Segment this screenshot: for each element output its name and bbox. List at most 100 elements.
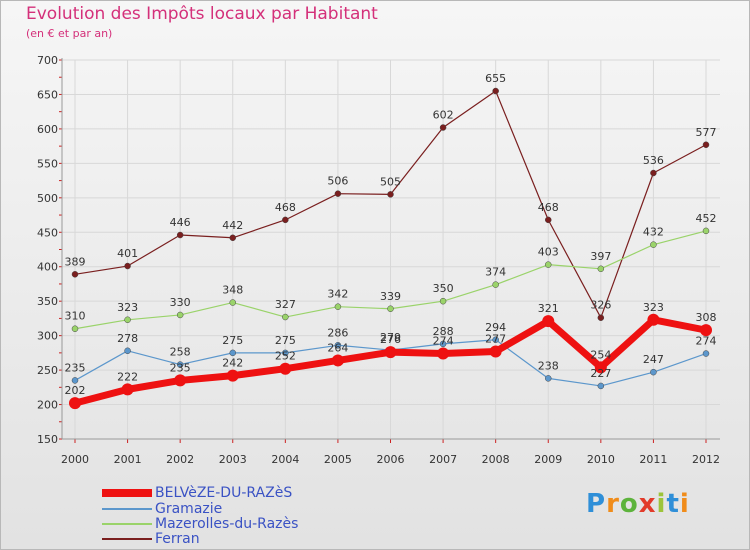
legend-swatch: [102, 489, 152, 497]
data-label: 655: [485, 72, 506, 85]
legend-label: Gramazie: [155, 501, 223, 517]
data-label: 577: [696, 126, 717, 139]
data-label: 258: [170, 346, 191, 359]
data-point: [176, 311, 184, 319]
data-label: 389: [65, 255, 86, 268]
y-tick-label: 500: [37, 192, 58, 205]
data-label: 326: [590, 299, 611, 312]
data-labels: 389 401 446 442 468 506 505 602 655 468 326 536 577 3…: [65, 72, 717, 397]
data-point: [176, 231, 184, 239]
data-point: [334, 342, 342, 349]
data-point: [334, 303, 342, 310]
data-point: [71, 271, 79, 278]
data-point: [124, 347, 131, 355]
legend-swatch: [102, 508, 152, 510]
x-tick-label: 2001: [114, 453, 142, 466]
x-tick-label: 2012: [692, 453, 720, 466]
data-point: [594, 361, 607, 374]
legend-swatch: [102, 538, 152, 540]
legend-item: BELVèZE-DU-RAZèS: [102, 485, 292, 501]
data-label: 350: [433, 282, 454, 295]
data-point: [121, 383, 134, 396]
data-label: 235: [65, 361, 86, 374]
data-point: [545, 261, 552, 268]
data-point: [229, 299, 236, 306]
data-label: 330: [170, 296, 191, 309]
data-label: 264: [327, 341, 348, 354]
logo-letter: P: [586, 489, 607, 519]
data-point: [700, 324, 712, 337]
data-point: [384, 346, 397, 359]
y-tick-label: 650: [37, 88, 58, 101]
data-label: 442: [222, 219, 243, 232]
logo-letter: x: [638, 489, 657, 519]
data-point: [279, 362, 292, 375]
data-label: 288: [433, 325, 454, 338]
logo-letter: i: [679, 489, 690, 519]
legend-item: Mazerolles-du-Razès: [102, 516, 298, 532]
data-label: 252: [275, 350, 296, 363]
data-point: [387, 191, 394, 198]
data-label: 348: [222, 284, 243, 297]
legend-swatch: [102, 523, 152, 525]
data-point: [702, 227, 710, 235]
data-label: 323: [643, 301, 664, 314]
data-point: [597, 314, 605, 321]
data-point: [437, 347, 450, 360]
legend-item: Gramazie: [102, 501, 222, 517]
data-point: [282, 349, 289, 357]
legend-item: Ferran: [102, 531, 200, 547]
data-label: 602: [433, 109, 454, 122]
data-label: 274: [696, 335, 717, 348]
data-label: 278: [117, 332, 138, 345]
data-label: 274: [433, 335, 454, 348]
data-label: 397: [590, 250, 611, 263]
data-point: [597, 265, 605, 273]
data-point: [226, 369, 239, 382]
data-point: [492, 336, 499, 344]
logo-letter: i: [656, 489, 667, 519]
data-label: 506: [327, 175, 348, 188]
x-tick-label: 2004: [271, 453, 299, 466]
legend-label: Mazerolles-du-Razès: [155, 516, 299, 532]
legend-label: Ferran: [155, 531, 200, 547]
x-tick-label: 2009: [534, 453, 562, 466]
data-point: [650, 368, 657, 376]
data-label: 294: [485, 321, 506, 334]
data-point: [176, 361, 184, 368]
data-label: 321: [538, 302, 559, 315]
y-tick-label: 450: [37, 226, 58, 239]
x-tick-label: 2002: [166, 453, 194, 466]
data-label: 275: [275, 334, 296, 347]
data-point: [282, 313, 289, 321]
data-label: 276: [380, 333, 401, 346]
data-point: [650, 241, 657, 248]
y-tick-label: 250: [37, 364, 58, 377]
y-tick-label: 700: [37, 54, 58, 67]
data-point: [229, 234, 236, 242]
series-Mazerolles-du-Razès: [71, 227, 710, 332]
data-label: 235: [170, 361, 191, 374]
data-label: 446: [170, 216, 191, 229]
data-label: 327: [275, 298, 296, 311]
y-tick-label: 350: [37, 295, 58, 308]
data-point: [439, 297, 447, 305]
data-point: [229, 349, 236, 357]
data-label: 339: [380, 290, 401, 303]
data-point: [545, 375, 552, 382]
data-point: [331, 354, 344, 367]
axes: 150 200 250 300 350 400 450 500 550 600 650 700 2000…: [37, 54, 720, 466]
data-point: [492, 281, 499, 288]
logo-letter: r: [606, 489, 620, 519]
chart-title: Evolution des Impôts locaux par Habitant: [26, 4, 378, 24]
x-tick-label: 2010: [587, 453, 615, 466]
data-point: [597, 382, 605, 390]
data-label: 308: [696, 311, 717, 324]
data-label: 505: [380, 175, 401, 188]
data-label: 227: [590, 367, 611, 380]
series-Ferran: [71, 87, 710, 321]
x-tick-label: 2007: [429, 453, 457, 466]
data-point: [71, 377, 79, 384]
data-label: 238: [538, 359, 559, 372]
